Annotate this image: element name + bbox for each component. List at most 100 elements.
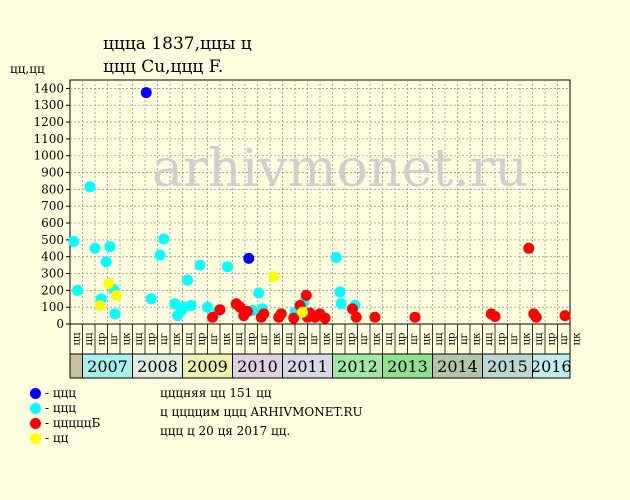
info-line: цццняя цц 151 цц xyxy=(160,386,272,400)
year-band xyxy=(332,353,383,379)
year-band xyxy=(182,353,233,379)
legend-item: - цц xyxy=(30,431,68,445)
quarter-label: цц xyxy=(334,332,345,345)
data-point xyxy=(530,311,542,323)
data-point xyxy=(319,312,331,324)
year-band xyxy=(532,353,571,379)
quarter-label: цр xyxy=(296,333,307,346)
y-tick-label: 200 xyxy=(41,283,64,297)
quarter-label: цр xyxy=(446,333,457,346)
year-label: 2011 xyxy=(287,357,328,376)
quarter-label: цр xyxy=(396,333,407,346)
legend-label: - ццц xyxy=(45,386,77,400)
quarter-label: цц xyxy=(384,332,395,345)
data-point xyxy=(214,304,226,316)
quarter-label: цк xyxy=(521,332,532,345)
data-point xyxy=(330,252,342,264)
legend-marker xyxy=(30,388,41,399)
y-tick-label: 1000 xyxy=(33,149,64,163)
y-tick-label: 0 xyxy=(56,317,64,331)
year-label: 2010 xyxy=(237,357,278,376)
quarter-label: цц xyxy=(284,332,295,345)
data-point xyxy=(110,289,122,301)
quarter-label: цр xyxy=(96,333,107,346)
year-band xyxy=(82,353,133,379)
quarter-label: цц xyxy=(184,332,195,345)
quarter-label: цр xyxy=(146,333,157,346)
quarter-label: цг xyxy=(309,333,320,345)
quarter-label: цц xyxy=(71,332,82,345)
y-tick-label: 1300 xyxy=(33,98,64,112)
data-point xyxy=(194,259,206,271)
chart-title-line-1: ццца 1837,ццы ц xyxy=(103,34,252,54)
y-tick-label: 100 xyxy=(41,300,64,314)
data-point xyxy=(268,271,280,283)
legend-item: - ццц xyxy=(30,401,76,415)
year-band xyxy=(382,353,433,379)
data-point xyxy=(100,256,112,268)
data-point xyxy=(242,305,253,317)
watermark: arhivmonet.ru xyxy=(152,139,528,199)
y-tick-label: 1200 xyxy=(33,115,64,129)
legend-label: - ццц xyxy=(45,401,77,415)
data-point xyxy=(297,306,308,318)
y-tick-label: 1100 xyxy=(33,132,64,146)
year-label: 2014 xyxy=(437,357,478,376)
data-point xyxy=(347,303,358,315)
data-point xyxy=(68,236,80,248)
data-point xyxy=(72,284,83,296)
year-label: 2013 xyxy=(387,357,428,376)
data-point xyxy=(103,278,115,290)
quarter-label: цк xyxy=(571,332,582,345)
year-label: 2007 xyxy=(87,357,128,376)
quarter-label: цк xyxy=(121,332,132,345)
year-band xyxy=(132,353,183,379)
chart-title-line-2: ццц Cu,ццц F. xyxy=(103,57,224,77)
year-band xyxy=(282,353,333,379)
year-label: 2016 xyxy=(531,357,572,376)
quarter-label: цр xyxy=(196,333,207,346)
y-tick-label: 1400 xyxy=(33,81,64,95)
y-tick-label: 500 xyxy=(41,233,64,247)
quarter-label: цр xyxy=(246,333,257,346)
quarter-label: цг xyxy=(109,333,120,345)
quarter-label: цр xyxy=(546,333,557,346)
quarter-label: цц xyxy=(84,332,95,345)
data-point xyxy=(275,308,287,320)
quarter-label: цг xyxy=(409,333,420,345)
data-point xyxy=(350,311,362,323)
data-point xyxy=(185,299,197,311)
quarter-label: цг xyxy=(209,333,220,345)
quarter-label: цц xyxy=(534,332,545,345)
info-line: ц ццццим ццц ARHIVMONET.RU xyxy=(160,405,363,419)
quarter-label: цг xyxy=(559,333,570,345)
data-point xyxy=(109,308,121,320)
data-point xyxy=(145,293,157,305)
quarter-label: цц xyxy=(134,332,145,345)
legend-item: - ццц xyxy=(30,386,76,400)
data-point xyxy=(253,287,265,299)
y-tick-label: 800 xyxy=(41,182,64,196)
legend-marker xyxy=(30,403,41,414)
quarter-label: цк xyxy=(471,332,482,345)
year-label: 2012 xyxy=(337,357,378,376)
data-point xyxy=(300,289,312,301)
y-tick-label: 700 xyxy=(41,199,64,213)
data-point xyxy=(369,311,381,323)
year-band xyxy=(482,353,533,379)
data-point xyxy=(222,261,233,273)
year-label: 2015 xyxy=(487,357,528,376)
quarter-label: цц xyxy=(234,332,245,345)
quarter-label: цг xyxy=(159,333,170,345)
quarter-label: цц xyxy=(434,332,445,345)
quarter-label: цр xyxy=(496,333,507,346)
data-point xyxy=(182,274,193,286)
data-point xyxy=(140,87,152,99)
legend-label: - цц xyxy=(45,431,69,445)
y-tick-label: 900 xyxy=(41,166,64,180)
data-point xyxy=(202,301,213,313)
data-point xyxy=(89,242,101,254)
legend-marker xyxy=(30,433,41,444)
data-point xyxy=(243,252,255,264)
data-point xyxy=(334,286,346,298)
